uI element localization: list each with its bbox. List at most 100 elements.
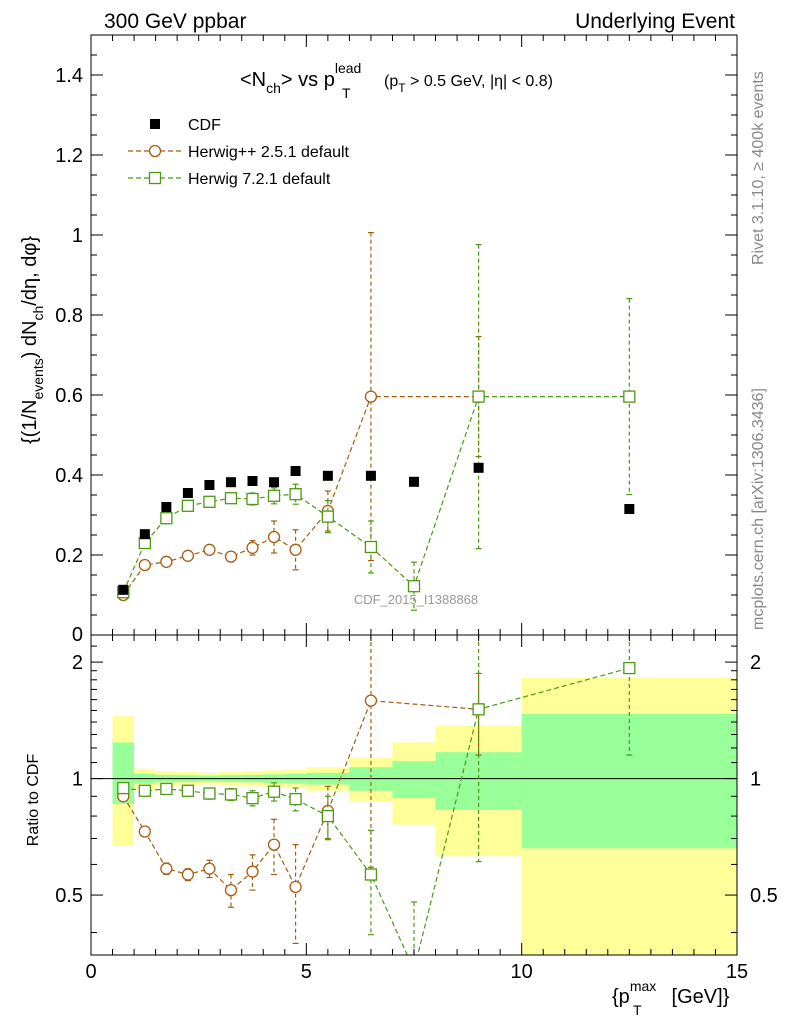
herwig7-ratio-line: [123, 667, 630, 955]
herwig7-main-point: [321, 510, 335, 523]
herwig7-ratio-point: [203, 787, 216, 800]
main-title: <Nch> vs plead T(pT > 0.5 GeV, |η| < 0.8): [240, 60, 553, 101]
cdf-point: [365, 470, 376, 481]
herwigpp-main-point: [203, 543, 216, 556]
ylabel-p3: /dη, dφ}: [19, 236, 41, 306]
herwig7-ratio-point: [138, 784, 151, 797]
herwig7-ratio-point: [321, 809, 335, 823]
herwig7-ratio-point: [289, 792, 302, 806]
herwigpp-ratio-point: [138, 825, 151, 838]
xlabel-pre: {p: [612, 986, 630, 1008]
herwigpp-ratio-point: [246, 865, 259, 878]
legend-label: CDF: [188, 117, 221, 134]
ylabel-sub-ch: ch: [30, 306, 46, 321]
cdf-point: [182, 488, 193, 498]
herwig7-main-point: [407, 580, 421, 593]
title-cut-a: (p: [384, 73, 398, 90]
herwig7-main-point: [246, 492, 259, 506]
herwigpp-ratio-point: [289, 880, 302, 894]
header-right: Underlying Event: [575, 10, 735, 33]
cdf-point: [204, 480, 215, 490]
cdf-point: [290, 466, 301, 476]
xlabel-post: [GeV]}: [666, 986, 730, 1008]
cdf-point: [473, 462, 484, 473]
main-watermark: CDF_2015_I1388868: [354, 592, 478, 607]
ylabel-p2: ) dN: [19, 320, 41, 358]
title-cut-b: > 0.5 GeV, |η| < 0.8): [406, 73, 553, 90]
ratio-ytick-label-left: 0.5: [55, 885, 83, 907]
main-ytick-label-zero: 0: [72, 624, 83, 646]
title-mid: > vs p: [281, 69, 335, 91]
herwigpp-ratio-point: [364, 694, 378, 707]
mcplots-label: mcplots.cern.ch [arXiv:1306.3436]: [750, 388, 767, 630]
main-panel-data: [117, 232, 636, 611]
herwig7-ratio-point: [224, 788, 238, 801]
ratio-panel-bands: [112, 677, 737, 955]
ratio-ytick-label-right: 1: [750, 769, 761, 791]
herwigpp-main-point: [267, 530, 281, 544]
cdf-point: [247, 476, 258, 486]
herwig7-ratio-point: [623, 661, 636, 675]
main-ytick-label: 0.2: [55, 545, 83, 567]
legend-label: Herwig++ 2.5.1 default: [188, 144, 350, 161]
title-sup-lead: lead: [335, 60, 361, 76]
main-ytick-label: 0.4: [55, 465, 83, 487]
main-ytick-label: 0.8: [55, 305, 83, 327]
herwig7-main-line: [122, 396, 630, 593]
herwigpp-ratio-point: [160, 862, 173, 875]
herwigpp-ratio-line: [122, 700, 479, 891]
herwig7-ratio-point: [472, 703, 485, 716]
herwig7-ratio-point: [246, 792, 259, 805]
x-tick-label: 0: [85, 961, 96, 983]
herwigpp-main-point: [138, 558, 151, 572]
ylabel-p1: {(1/N: [19, 400, 41, 444]
herwigpp-main-point: [160, 555, 173, 568]
herwigpp-ratio-point: [267, 838, 281, 851]
ratio-ytick-label-left: 2: [72, 652, 83, 674]
main-ytick-label: 0.6: [55, 385, 83, 407]
ratio-panel-data: [117, 635, 636, 955]
cdf-point: [409, 476, 419, 487]
main-ytick-label: 1.4: [55, 65, 83, 87]
herwigpp-main-point: [224, 550, 238, 563]
main-panel-ticks: 0.2 0.4 0.6 0.8 1 1.2 1.4 0: [55, 35, 738, 646]
herwig7-main-point: [181, 499, 195, 512]
herwig7-ratio-point: [181, 784, 195, 797]
cdf-point: [322, 470, 333, 481]
rivet-label: Rivet 3.1.10, ≥ 400k events: [750, 71, 767, 265]
cdf-point: [225, 477, 236, 488]
legend: CDF Herwig++ 2.5.1 default Herwig 7.2.1 de…: [128, 117, 350, 188]
herwigpp-main-point: [246, 541, 259, 554]
legend-marker: [148, 171, 162, 185]
x-tick-label: 15: [726, 961, 748, 983]
header-left: 300 GeV ppbar: [104, 10, 246, 33]
herwig7-ratio-point: [364, 868, 378, 881]
herwig7-ratio-point: [117, 781, 130, 795]
herwig7-main-point: [203, 495, 216, 508]
title-sub-T: T: [342, 85, 351, 101]
cdf-point: [161, 502, 172, 512]
xlabel-sub: T: [633, 1002, 642, 1018]
cdf-point: [269, 477, 280, 488]
herwigpp-main-point: [364, 390, 378, 403]
herwigpp-main-point: [289, 543, 302, 556]
herwig7-main-point: [364, 540, 378, 554]
ratio-band-inner: [392, 761, 436, 799]
herwig7-main-point: [160, 512, 173, 525]
herwigpp-main-point: [181, 549, 195, 562]
herwig7-main-point: [289, 488, 302, 501]
main-ylabel: {(1/Nevents) dNch/dη, dφ}: [19, 236, 46, 444]
x-tick-label: 5: [301, 961, 312, 983]
ratio-ytick-label-left: 1: [72, 769, 83, 791]
herwig7-ratio-point: [160, 782, 173, 796]
herwig7-ratio-point: [267, 785, 281, 798]
legend-marker: [148, 144, 162, 158]
ratio-ylabel: Ratio to CDF: [25, 754, 42, 847]
ratio-ytick-label-right: 0.5: [750, 885, 778, 907]
herwig7-main-point: [267, 489, 281, 502]
cdf-point: [624, 504, 635, 514]
main-ytick-label: 1: [72, 225, 83, 247]
legend-label: Herwig 7.2.1 default: [188, 171, 331, 188]
main-ytick-label: 1.2: [55, 145, 83, 167]
